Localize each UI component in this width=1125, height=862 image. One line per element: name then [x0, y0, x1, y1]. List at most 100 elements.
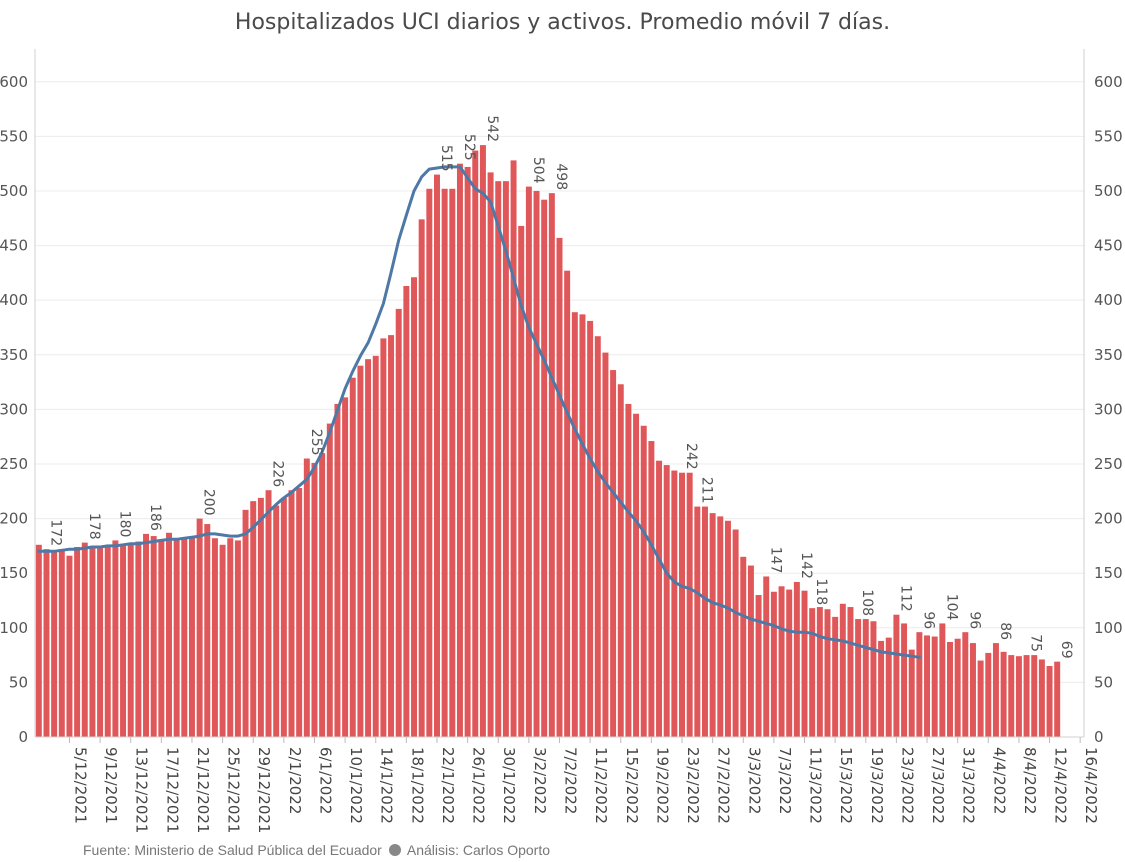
bar	[564, 270, 571, 737]
bar	[732, 529, 739, 737]
bar	[992, 643, 999, 737]
y-tick-label-left: 50	[9, 673, 28, 691]
bar	[472, 150, 479, 738]
bar	[640, 425, 647, 737]
chart-title: Hospitalizados UCI diarios y activos. Pr…	[234, 10, 891, 35]
x-tick-label: 3/2/2022	[531, 747, 549, 814]
bar	[862, 619, 869, 737]
bar	[701, 506, 708, 737]
bar	[801, 590, 808, 737]
y-tick-label-right: 550	[1094, 127, 1123, 145]
bar	[1046, 666, 1053, 737]
bar	[51, 551, 58, 737]
data-label: 242	[683, 443, 699, 470]
bar	[541, 199, 548, 737]
bar	[502, 181, 509, 738]
bar	[924, 635, 931, 737]
x-tick-label: 31/3/2022	[960, 747, 978, 824]
footer: Fuente: Ministerio de Salud Pública del …	[83, 842, 550, 858]
x-tick-label: 21/12/2021	[194, 747, 212, 833]
bar	[847, 607, 854, 737]
x-tick-label: 9/12/2021	[102, 747, 120, 824]
y-tick-label-right: 450	[1094, 237, 1123, 255]
bar	[35, 544, 42, 737]
bar	[755, 595, 762, 737]
bar	[456, 163, 463, 737]
bar	[663, 465, 670, 737]
bar	[633, 413, 640, 737]
bar	[916, 632, 923, 737]
data-label: 515	[438, 145, 454, 172]
bar	[947, 641, 953, 737]
y-tick-label-left: 350	[0, 346, 28, 364]
y-tick-label-left: 100	[0, 619, 28, 637]
y-tick-label-left: 400	[0, 291, 28, 309]
y-tick-label-right: 100	[1094, 619, 1123, 637]
data-label: 255	[308, 429, 324, 456]
bar	[548, 193, 555, 738]
x-tick-label: 17/12/2021	[163, 747, 181, 833]
x-tick-label: 27/2/2022	[715, 747, 733, 824]
y-tick-label-right: 200	[1094, 510, 1123, 528]
data-label: 180	[116, 511, 132, 538]
bar	[786, 589, 793, 737]
bar	[464, 166, 471, 737]
bar	[908, 649, 915, 737]
bar	[1038, 659, 1045, 737]
bar	[120, 544, 127, 737]
bar	[939, 623, 946, 737]
bar	[135, 541, 142, 737]
y-tick-label-left: 500	[0, 182, 28, 200]
bar	[411, 277, 418, 737]
bar	[372, 355, 379, 737]
bar	[365, 359, 372, 737]
bar	[395, 308, 402, 737]
bar	[816, 607, 823, 737]
bar	[303, 458, 310, 737]
x-tick-label: 7/2/2022	[562, 747, 580, 814]
x-tick-label: 10/1/2022	[347, 747, 365, 824]
bar	[610, 370, 617, 737]
bar	[525, 186, 532, 738]
bar	[625, 403, 632, 737]
bar	[211, 538, 218, 737]
bar	[112, 540, 119, 737]
data-label: 211	[698, 477, 714, 504]
bar	[1054, 661, 1061, 737]
bar	[158, 539, 165, 737]
data-label: 172	[47, 519, 63, 546]
data-label: 75	[1028, 634, 1044, 652]
bar	[969, 643, 976, 737]
bar	[434, 174, 440, 738]
bar	[793, 581, 800, 737]
x-tick-label: 5/12/2021	[71, 747, 89, 824]
x-tick-label: 29/12/2021	[255, 747, 273, 833]
data-label: 142	[798, 552, 814, 579]
y-tick-label-right: 250	[1094, 455, 1123, 473]
y-tick-label-left: 600	[0, 73, 28, 91]
bar	[1008, 655, 1015, 737]
data-label: 504	[530, 157, 546, 184]
x-axis: 5/12/2021 9/12/2021 13/12/2021 17/12/2021 21…	[68, 737, 1100, 833]
x-tick-label: 30/1/2022	[500, 747, 518, 824]
bar	[388, 335, 395, 737]
bar	[855, 619, 862, 737]
moving-average-line	[37, 165, 921, 659]
bar	[66, 555, 73, 737]
bar-series	[35, 145, 1061, 738]
bar	[571, 312, 578, 737]
x-tick-label: 7/3/2022	[776, 747, 794, 814]
bar	[89, 545, 96, 737]
bar	[694, 506, 701, 737]
x-tick-label: 11/2/2022	[592, 747, 610, 824]
x-tick-label: 26/1/2022	[470, 747, 488, 824]
bar	[349, 377, 356, 737]
bar	[1000, 651, 1007, 737]
data-labels: 172 178 180 186 200 226 255 515 525 542 504 498 242 2…	[47, 115, 1074, 658]
y-axis-right: 0 50 100 150 200 250 300 350 400 450 500 550 600	[1094, 73, 1123, 746]
y-tick-label-right: 150	[1094, 564, 1123, 582]
data-label: 178	[86, 513, 102, 540]
y-tick-label-right: 600	[1094, 73, 1123, 91]
x-tick-label: 23/3/2022	[898, 747, 916, 824]
bar	[234, 540, 241, 737]
